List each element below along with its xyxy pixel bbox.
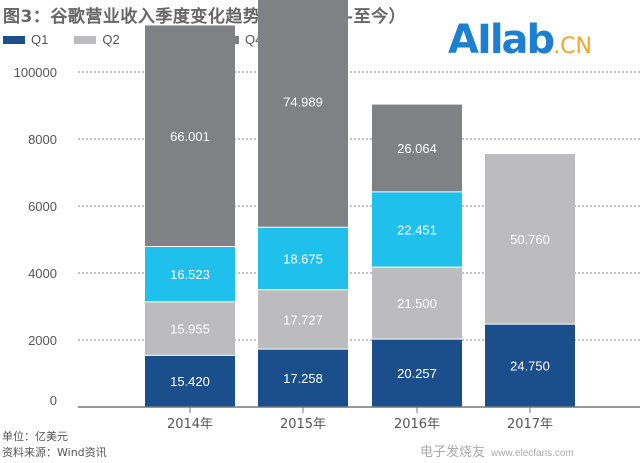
data-label: 16.523	[170, 267, 210, 282]
bar-q1	[485, 324, 575, 407]
bar-q4	[145, 25, 235, 247]
y-tick-label: 0	[50, 393, 57, 408]
y-tick-label: 6000	[28, 199, 57, 214]
data-label: 21.500	[397, 296, 437, 311]
data-label: 22.451	[397, 223, 437, 238]
x-tick-label: 2014年	[167, 417, 213, 432]
data-label: 15.955	[170, 322, 210, 337]
logo-text: AIlab	[448, 17, 555, 63]
legend-label: Q2	[102, 32, 120, 47]
watermark-site: 电子发烧友	[420, 444, 486, 459]
data-label: 74.989	[283, 95, 323, 110]
legend-swatch	[74, 35, 97, 44]
data-label: 66.001	[170, 129, 210, 144]
bar-q2	[372, 267, 462, 340]
bar-q2	[258, 289, 348, 350]
unit-note: 单位：亿美元	[2, 430, 68, 443]
bar-q4	[258, 0, 348, 228]
legend-swatch	[3, 35, 25, 44]
bar-q3	[258, 227, 348, 290]
x-tick-label: 2016年	[394, 417, 440, 432]
bar-q1	[372, 339, 462, 407]
bar-q3	[372, 191, 462, 268]
data-label: 17.727	[283, 312, 323, 327]
bar-q4	[372, 104, 462, 192]
bar-q1	[258, 349, 348, 407]
data-label: 26.064	[397, 141, 437, 156]
legend-item-q2: Q2	[74, 32, 120, 47]
bar-q3	[145, 246, 235, 302]
ailab-logo: AIlab.CN	[448, 18, 592, 69]
data-label: 17.258	[283, 371, 323, 386]
bar-q2	[145, 301, 235, 356]
watermark-url: www.elecfans.com	[491, 448, 574, 459]
bar-q2	[485, 154, 575, 325]
logo-suffix: .CN	[553, 34, 592, 59]
data-label: 24.750	[510, 359, 550, 374]
y-tick-label: 100000	[14, 65, 57, 80]
legend-item-q1: Q1	[3, 32, 48, 47]
data-label: 15.420	[170, 374, 210, 389]
x-tick-label: 2017年	[507, 417, 553, 432]
data-label: 18.675	[283, 252, 323, 267]
bar-q1	[145, 355, 235, 407]
y-tick-label: 2000	[28, 333, 57, 348]
y-tick-label: 4000	[28, 266, 57, 281]
source-note: 资料来源：Wind资讯	[2, 446, 107, 459]
data-label: 20.257	[397, 366, 437, 381]
x-tick-label: 2015年	[280, 417, 326, 432]
legend-label: Q1	[31, 32, 49, 47]
elecfans-watermark: 电子发烧友 www.elecfans.com	[420, 444, 574, 462]
data-label: 50.760	[510, 232, 550, 247]
y-tick-label: 8000	[28, 132, 57, 147]
